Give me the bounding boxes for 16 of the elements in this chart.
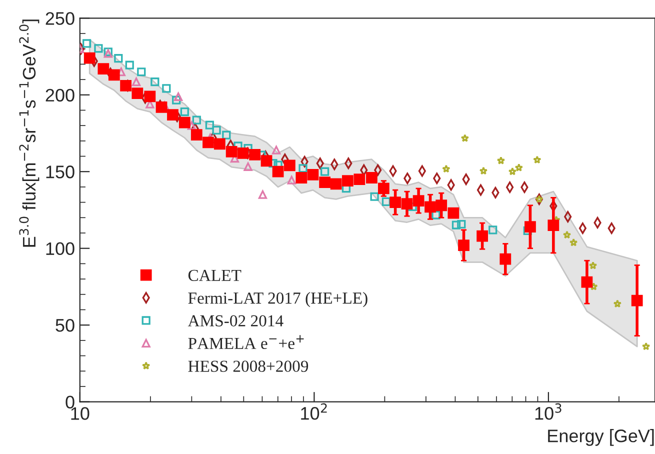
legend-label: AMS-02 2014	[188, 315, 284, 326]
legend-label: Fermi-LAT 2017 (HE+LE)	[188, 292, 368, 308]
legend-label: CALET	[188, 270, 242, 282]
y-tick-label: 150	[46, 166, 74, 178]
legend-label: HESS 2008+2009	[188, 360, 308, 372]
x-tick-label: 10$^{3}$	[535, 403, 562, 420]
x-axis-title: Energy [GeV]	[548, 429, 654, 446]
text: E$^{3.0}$ flux[m$^{−2}$sr$^{−1}$s$^{−1}$GeV$^{2.0}$]	[19, 20, 40, 247]
y-tick-label: 100	[46, 242, 74, 256]
x-tick-label: 10	[71, 407, 90, 420]
legend-label: PAMELA e$^{−}$+e$^{+}$	[188, 335, 304, 350]
y-tick-label: 200	[46, 88, 74, 102]
y-tick-label: 250	[46, 12, 74, 25]
y-tick-label: 0	[66, 396, 74, 409]
x-tick-label: 10$^{2}$	[301, 403, 327, 420]
y-tick-label: 50	[56, 319, 74, 332]
